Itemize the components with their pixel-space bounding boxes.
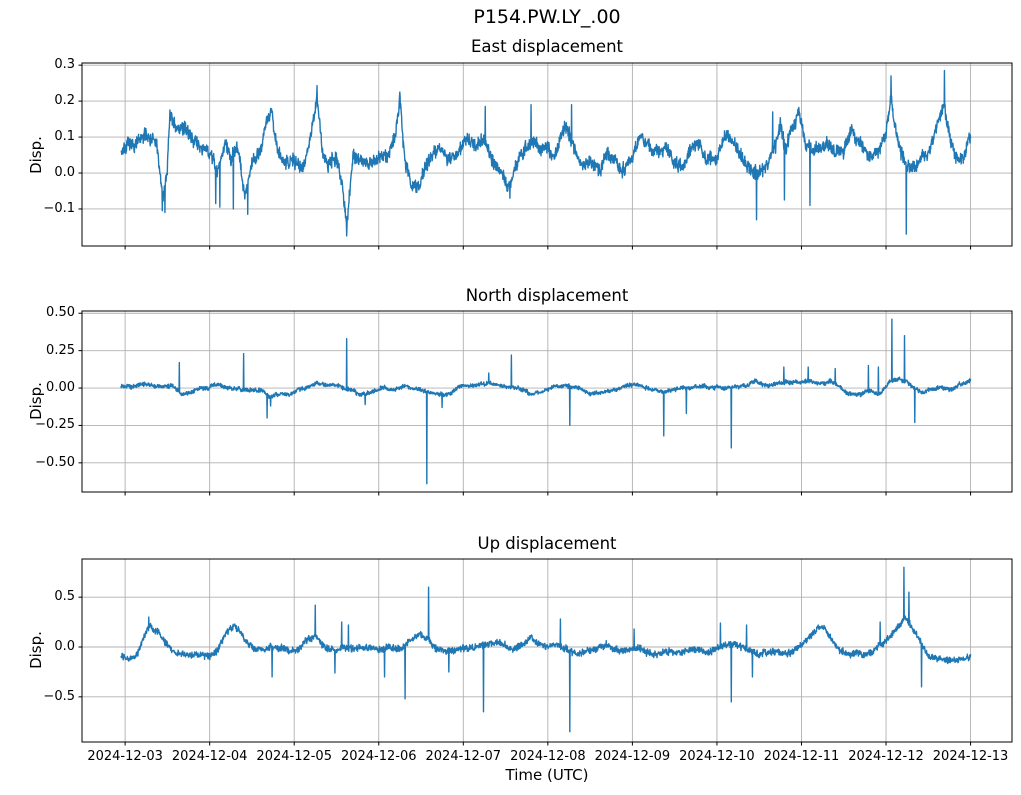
y-tick-label: 0.3 xyxy=(54,57,75,73)
x-tick-label: 2024-12-11 xyxy=(763,749,840,764)
y-tick-label: 0.0 xyxy=(54,165,75,181)
subplot-title-up: Up displacement xyxy=(477,534,617,553)
y-tick-label: 0.00 xyxy=(46,380,75,396)
figure-suptitle: P154.PW.LY_.00 xyxy=(473,6,621,28)
y-tick-label: 0.1 xyxy=(54,129,75,145)
x-tick-label: 2024-12-10 xyxy=(679,749,755,764)
x-tick-label: 2024-12-07 xyxy=(425,749,502,764)
x-tick-label: 2024-12-03 xyxy=(87,749,163,764)
series-line-up xyxy=(120,566,972,733)
x-tick-label: 2024-12-04 xyxy=(171,749,248,764)
y-tick-label: −0.25 xyxy=(35,417,75,433)
x-tick-label: 2024-12-06 xyxy=(340,749,417,764)
subplot-title-north: North displacement xyxy=(465,286,629,305)
x-tick-label: 2024-12-09 xyxy=(594,749,671,764)
axes-spines-north xyxy=(81,310,1013,493)
x-tick-label: 2024-12-08 xyxy=(510,749,586,764)
x-tick-label: 2024-12-05 xyxy=(256,749,332,764)
y-tick-label: 0.50 xyxy=(46,305,75,321)
x-axis-label: Time (UTC) xyxy=(505,766,589,784)
y-tick-label: −0.50 xyxy=(35,454,75,470)
y-tick-label: 0.2 xyxy=(54,93,75,109)
y-tick-label: 0.25 xyxy=(46,342,75,358)
series-line-east xyxy=(120,69,972,237)
subplot-title-east: East displacement xyxy=(470,37,624,56)
y-tick-label: −0.5 xyxy=(43,688,75,704)
y-tick-label: 0.0 xyxy=(54,639,75,654)
y-tick-label: −0.1 xyxy=(43,200,75,216)
series-line-north xyxy=(120,318,972,485)
x-tick-label: 2024-12-13 xyxy=(932,749,1009,764)
y-tick-label: 0.5 xyxy=(54,589,75,605)
axes-spines-up xyxy=(81,558,1013,743)
x-tick-label: 2024-12-12 xyxy=(848,749,924,764)
axes-spines-east xyxy=(81,62,1013,247)
